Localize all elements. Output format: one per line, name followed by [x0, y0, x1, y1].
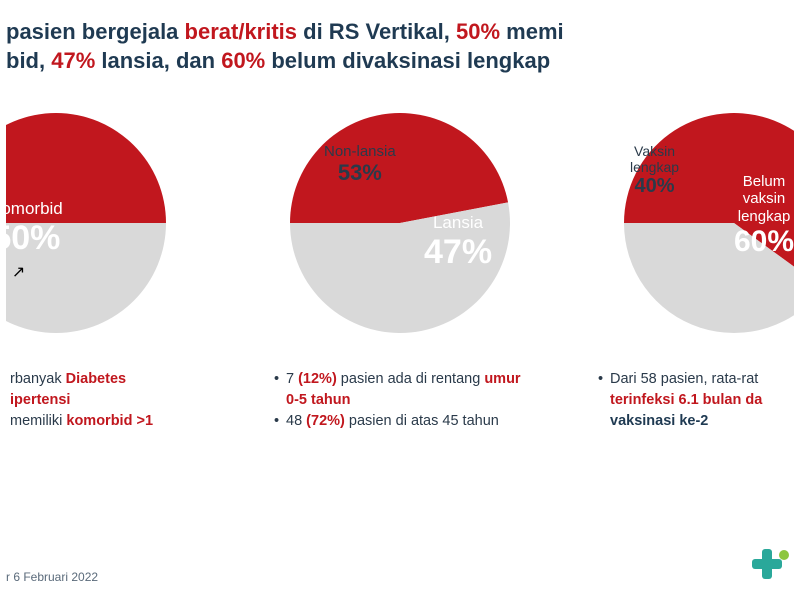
headline-accent: berat/kritis — [185, 19, 298, 44]
chart-komorbid: Komorbid50% rbanyak Diabetes ipertensi m… — [6, 113, 206, 432]
headline-accent: 50% — [456, 19, 500, 44]
footer-date: r 6 Februari 2022 — [6, 570, 98, 584]
headline-seg: bid, — [6, 48, 51, 73]
slide: pasien bergejala berat/kritis di RS Vert… — [0, 0, 800, 600]
bullet-text: ipertensi — [10, 390, 70, 411]
headline-accent: 60% — [221, 48, 265, 73]
logo-icon — [748, 545, 792, 590]
bullet-text: memiliki komorbid >1 — [10, 411, 153, 432]
bullets-vaksin: •Dari 58 pasien, rata-ratterinfeksi 6.1 … — [594, 369, 794, 432]
bullet-text: Dari 58 pasien, rata-ratterinfeksi 6.1 b… — [610, 369, 762, 432]
bullets-komorbid: rbanyak Diabetes ipertensi memiliki komo… — [6, 369, 206, 432]
headline-accent: 47% — [51, 48, 95, 73]
headline: pasien bergejala berat/kritis di RS Vert… — [0, 18, 800, 75]
bullet-text: 48 (72%) pasien di atas 45 tahun — [286, 411, 499, 432]
pie-label: Vaksinlengkap40% — [630, 143, 679, 198]
headline-seg: lansia, dan — [95, 48, 221, 73]
pie-label: Belumvaksinlengkap60% — [734, 173, 794, 259]
headline-seg: di RS Vertikal, — [297, 19, 456, 44]
bullet-text: 7 (12%) pasien ada di rentang umur 0-5 t… — [286, 369, 526, 411]
headline-seg: memi — [500, 19, 564, 44]
pie-komorbid: Komorbid50% — [6, 113, 166, 333]
bullet-text: rbanyak Diabetes — [10, 369, 126, 390]
bullets-lansia: •7 (12%) pasien ada di rentang umur 0-5 … — [270, 369, 530, 432]
chart-lansia: Lansia47% Non-lansia53% •7 (12%) pasien a… — [270, 113, 530, 432]
charts-row: Komorbid50% rbanyak Diabetes ipertensi m… — [0, 113, 800, 432]
pie-vaksin: Belumvaksinlengkap60% Vaksinlengkap40% — [624, 113, 794, 333]
headline-seg: belum divaksinasi lengkap — [265, 48, 550, 73]
pie-label: Non-lansia53% — [324, 143, 396, 186]
headline-seg: pasien bergejala — [6, 19, 185, 44]
pie-label: Komorbid50% — [6, 199, 63, 258]
pie-label: Lansia47% — [424, 213, 492, 272]
pie-slice — [290, 113, 508, 223]
pie-lansia: Lansia47% Non-lansia53% — [290, 113, 510, 333]
chart-vaksin: Belumvaksinlengkap60% Vaksinlengkap40% •D… — [594, 113, 794, 432]
